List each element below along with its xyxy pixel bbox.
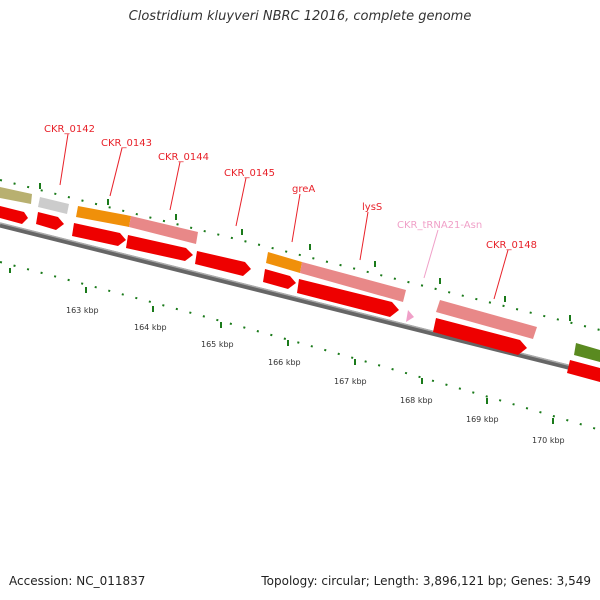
gene-label-ckr-0142[interactable]: CKR_0142 bbox=[44, 124, 95, 135]
label-leaders bbox=[59, 133, 509, 300]
cds-arrow[interactable] bbox=[126, 235, 193, 261]
trna-feature[interactable] bbox=[406, 310, 414, 322]
gene-feature[interactable] bbox=[0, 187, 32, 204]
cds-arrow[interactable] bbox=[263, 269, 296, 289]
kbp-label: 168 kbp bbox=[400, 396, 433, 405]
gene-feature[interactable] bbox=[76, 206, 131, 227]
inner-major-ticks bbox=[9, 268, 554, 424]
gene-feature[interactable] bbox=[266, 252, 302, 273]
kbp-labels: 163 kbp 164 kbp 165 kbp 166 kbp 167 kbp … bbox=[66, 306, 565, 445]
outer-tick-track bbox=[0, 179, 600, 331]
gene-track bbox=[0, 187, 600, 362]
gene-label-ckr-trna21-asn[interactable]: CKR_tRNA21-Asn bbox=[397, 220, 482, 231]
gene-label-ckr-0145[interactable]: CKR_0145 bbox=[224, 168, 275, 179]
kbp-label: 166 kbp bbox=[268, 358, 301, 367]
gene-label-ckr-0148[interactable]: CKR_0148 bbox=[486, 240, 537, 251]
kbp-label: 165 kbp bbox=[201, 340, 234, 349]
cds-arrow[interactable] bbox=[567, 360, 600, 382]
gene-feature[interactable] bbox=[574, 343, 600, 362]
gene-feature[interactable] bbox=[129, 216, 198, 244]
gene-feature[interactable] bbox=[436, 300, 537, 339]
cds-arrow[interactable] bbox=[72, 223, 126, 246]
gene-feature[interactable] bbox=[38, 197, 69, 214]
cds-arrow[interactable] bbox=[433, 318, 527, 355]
cds-arrow[interactable] bbox=[0, 206, 28, 224]
cds-arrow[interactable] bbox=[195, 251, 251, 276]
map-title: Clostridium kluyveri NBRC 12016, complet… bbox=[128, 9, 472, 24]
gene-label-group: CKR_0142 CKR_0143 CKR_0144 CKR_0145 greA… bbox=[44, 124, 537, 251]
cds-arrow[interactable] bbox=[36, 212, 64, 230]
kbp-label: 167 kbp bbox=[334, 377, 367, 386]
gene-label-lyss[interactable]: lysS bbox=[362, 202, 382, 213]
kbp-label: 169 kbp bbox=[466, 415, 499, 424]
accession-text: Accession: NC_011837 bbox=[9, 574, 146, 588]
kbp-label: 163 kbp bbox=[66, 306, 99, 315]
kbp-label: 170 kbp bbox=[532, 436, 565, 445]
cds-track bbox=[0, 206, 600, 382]
topology-text: Topology: circular; Length: 3,896,121 bp… bbox=[261, 574, 591, 588]
gene-label-ckr-0144[interactable]: CKR_0144 bbox=[158, 152, 209, 163]
outer-major-ticks bbox=[39, 183, 571, 321]
gene-feature[interactable] bbox=[300, 262, 406, 302]
gene-label-grea[interactable]: greA bbox=[292, 184, 315, 195]
gene-label-ckr-0143[interactable]: CKR_0143 bbox=[101, 138, 152, 149]
kbp-label: 164 kbp bbox=[134, 323, 167, 332]
cds-arrow[interactable] bbox=[297, 279, 399, 317]
